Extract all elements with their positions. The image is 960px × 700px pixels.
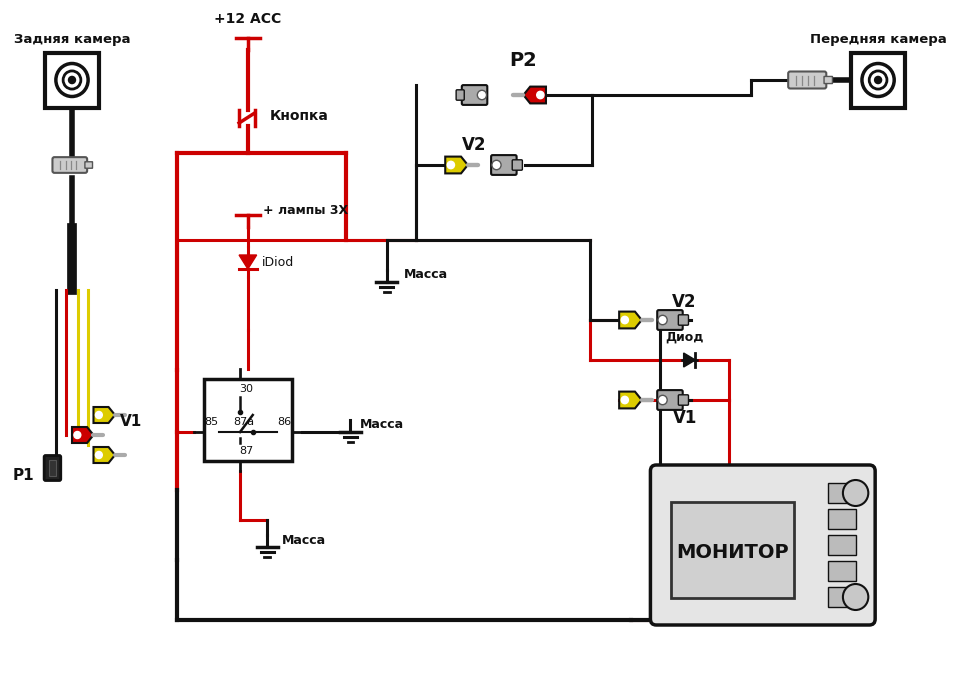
Circle shape (95, 412, 103, 419)
Circle shape (869, 71, 887, 89)
Polygon shape (445, 157, 468, 174)
Bar (852, 52, 905, 108)
Text: 30: 30 (239, 384, 252, 394)
Bar (828, 587, 855, 607)
Text: V2: V2 (672, 293, 697, 311)
Text: Масса: Масса (360, 417, 404, 430)
Circle shape (95, 452, 103, 458)
FancyBboxPatch shape (679, 395, 688, 405)
Circle shape (658, 395, 667, 405)
Text: Передняя камера: Передняя камера (809, 34, 947, 46)
Circle shape (658, 315, 667, 325)
Text: V1: V1 (119, 414, 142, 430)
FancyBboxPatch shape (44, 456, 60, 480)
Circle shape (843, 480, 868, 506)
Circle shape (621, 316, 629, 323)
Polygon shape (619, 391, 641, 408)
Circle shape (477, 90, 487, 99)
Polygon shape (93, 407, 115, 423)
FancyBboxPatch shape (658, 390, 683, 410)
Text: P1: P1 (12, 468, 34, 482)
Circle shape (447, 161, 454, 169)
Bar (828, 535, 855, 555)
Polygon shape (684, 353, 695, 367)
Polygon shape (523, 87, 546, 104)
Text: 86: 86 (276, 417, 291, 427)
Circle shape (492, 160, 501, 169)
Text: V2: V2 (463, 136, 487, 154)
FancyBboxPatch shape (788, 71, 827, 88)
Circle shape (621, 396, 629, 404)
FancyBboxPatch shape (651, 465, 876, 625)
FancyBboxPatch shape (462, 85, 488, 105)
Text: + лампы 3Х: + лампы 3Х (262, 204, 348, 216)
Bar (828, 561, 855, 581)
Circle shape (862, 64, 894, 97)
Circle shape (63, 71, 81, 89)
Bar (49, 460, 57, 476)
Text: iDiod: iDiod (261, 256, 294, 270)
Text: +12 ACC: +12 ACC (214, 12, 281, 26)
FancyBboxPatch shape (513, 160, 522, 170)
FancyBboxPatch shape (456, 90, 465, 100)
Text: 85: 85 (204, 417, 219, 427)
Bar (828, 509, 855, 529)
Polygon shape (72, 427, 93, 443)
Circle shape (875, 76, 881, 83)
Text: Масса: Масса (282, 533, 326, 547)
Bar (671, 502, 795, 598)
Text: V1: V1 (672, 409, 697, 427)
Text: 87a: 87a (233, 417, 254, 427)
FancyBboxPatch shape (658, 310, 683, 330)
Polygon shape (93, 447, 115, 463)
FancyBboxPatch shape (84, 162, 92, 168)
Circle shape (537, 91, 544, 99)
FancyBboxPatch shape (824, 76, 832, 83)
Text: P2: P2 (510, 50, 538, 69)
Text: Задняя камера: Задняя камера (13, 34, 131, 46)
Bar (45, 52, 99, 108)
Text: Диод: Диод (665, 331, 704, 344)
Circle shape (68, 76, 76, 83)
FancyBboxPatch shape (679, 315, 688, 326)
Text: Масса: Масса (404, 269, 448, 281)
Text: Кнопка: Кнопка (270, 109, 328, 123)
Text: МОНИТОР: МОНИТОР (677, 543, 789, 563)
Polygon shape (619, 312, 641, 328)
Circle shape (843, 584, 868, 610)
Polygon shape (239, 255, 256, 269)
Circle shape (74, 431, 81, 438)
Bar (828, 483, 855, 503)
FancyBboxPatch shape (492, 155, 516, 175)
Circle shape (56, 64, 88, 97)
FancyBboxPatch shape (53, 157, 87, 173)
Text: 87: 87 (239, 446, 253, 456)
Bar (204, 379, 292, 461)
